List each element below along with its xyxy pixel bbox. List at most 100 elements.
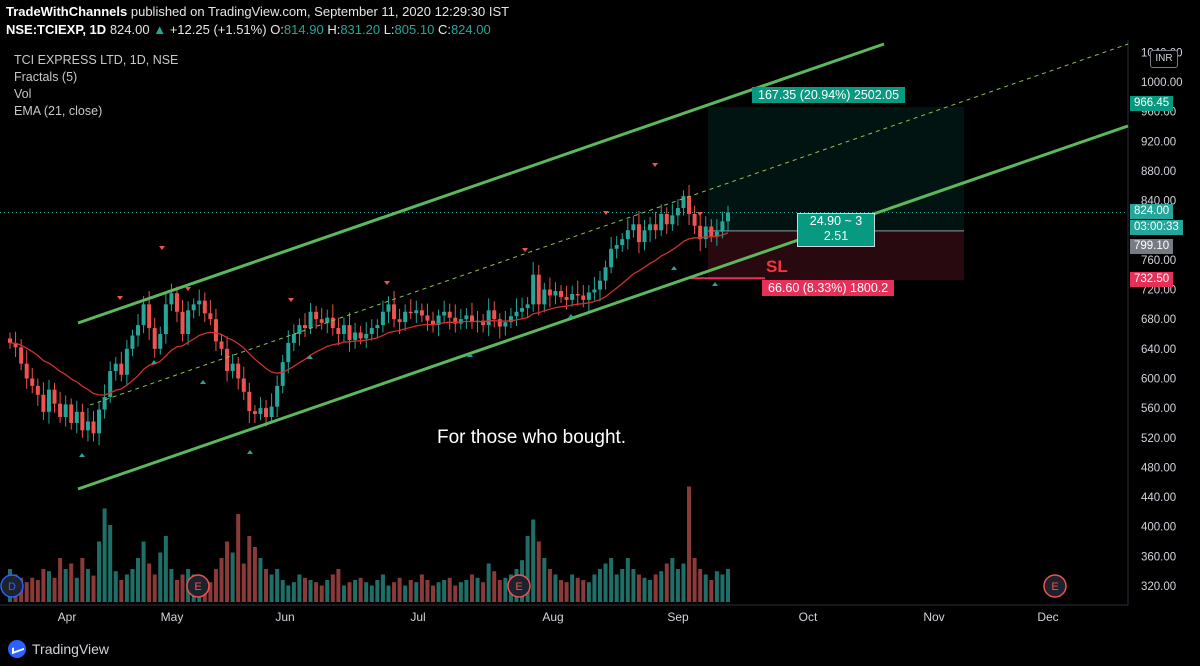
volume-bar [269, 574, 274, 602]
risk-reward-line2: 2.51 [823, 229, 849, 243]
volume-bar [714, 571, 719, 602]
legend-ema[interactable]: EMA (21, close) [14, 104, 103, 118]
publisher-name[interactable]: TradeWithChannels [6, 4, 128, 19]
candle-body [386, 304, 391, 312]
candle-body [52, 389, 57, 404]
risk-reward-box[interactable]: 24.90 ~ 3 2.51 [797, 213, 875, 247]
header: TradeWithChannels published on TradingVi… [0, 0, 1200, 40]
last-price: 824.00 [109, 22, 150, 37]
volume-bar [275, 569, 280, 602]
stop-label: 66.60 (8.33%) 1800.2 [762, 280, 895, 296]
volume-bar [230, 552, 235, 602]
candle-body [208, 313, 213, 320]
fractal-up-marker [247, 450, 253, 454]
volume-bar [119, 580, 124, 602]
candle-body [286, 342, 291, 363]
candle-body [709, 226, 714, 237]
candle-body [481, 320, 486, 326]
candle-body [597, 280, 602, 290]
volume-bar [80, 558, 85, 602]
tradingview-logo[interactable]: TradingView [8, 640, 109, 658]
event-marker-label: E [515, 581, 522, 593]
candle-body [291, 334, 296, 343]
volume-bar [547, 569, 552, 602]
fractal-up-marker [467, 353, 473, 357]
volume-bar [69, 563, 74, 602]
candle-body [219, 341, 224, 349]
fractal-down-marker [159, 246, 165, 250]
y-tick-label: 920.00 [1141, 136, 1176, 148]
high-label: H: [327, 22, 341, 37]
legend-title[interactable]: TCI EXPRESS LTD, 1D, NSE [14, 53, 179, 67]
candle-body [74, 411, 79, 423]
volume-bar [336, 569, 341, 602]
close-label: C: [437, 22, 451, 37]
volume-bar [314, 582, 319, 602]
volume-bar [330, 574, 335, 602]
volume-bar [46, 571, 51, 602]
candle-body [358, 332, 363, 339]
candle-body [698, 225, 703, 240]
candle-body [269, 406, 274, 418]
x-tick-label: Sep [667, 610, 689, 624]
y-tick-label: 720.00 [1141, 285, 1176, 297]
volume-bar [419, 574, 424, 602]
x-tick-label: Aug [542, 610, 563, 624]
candle-body [726, 212, 730, 222]
y-tick-label: 760.00 [1141, 255, 1176, 267]
y-tick-label: 560.00 [1141, 403, 1176, 415]
symbol-label[interactable]: NSE:TCIEXP, 1D [6, 22, 107, 37]
y-tick-label: 1000.00 [1141, 77, 1183, 89]
y-tick-label: 520.00 [1141, 433, 1176, 445]
volume-bar [687, 486, 692, 602]
ema-line [9, 232, 729, 396]
candle-body [586, 292, 591, 300]
volume-bar [52, 577, 57, 602]
volume-bar [158, 552, 163, 602]
volume-bar [469, 574, 474, 602]
candle-body [63, 404, 68, 418]
candle-body [620, 239, 625, 246]
candle-body [186, 310, 191, 334]
legend-fractals[interactable]: Fractals (5) [14, 70, 78, 84]
volume-bar [497, 580, 502, 602]
volume-bar [414, 582, 419, 602]
candle-body [553, 291, 558, 296]
fractal-down-marker [185, 287, 191, 291]
volume-bar [358, 577, 363, 602]
volume-bar [369, 585, 374, 602]
volume-bar [286, 585, 291, 602]
y-tick-label: 360.00 [1141, 551, 1176, 563]
legend-volume[interactable]: Vol [14, 87, 32, 101]
fractal-up-marker [671, 266, 677, 270]
volume-bar [236, 514, 241, 602]
fractal-down-marker [288, 298, 294, 302]
volume-bar [570, 574, 575, 602]
note-text: For those who bought. [437, 427, 627, 448]
volume-bar [614, 574, 619, 602]
volume-bar [653, 574, 658, 602]
volume-bar [208, 582, 213, 602]
volume-bar [169, 569, 174, 602]
stop-loss-label: SL [766, 257, 788, 276]
low-label: L: [383, 22, 395, 37]
stop-price-tag: 732.50 [1130, 272, 1174, 287]
candle-body [464, 315, 469, 320]
candle-body [58, 403, 63, 418]
y-tick-label: 320.00 [1141, 581, 1176, 593]
candle-body [703, 226, 708, 240]
candle-body [325, 317, 330, 323]
currency-badge[interactable]: INR [1150, 50, 1178, 68]
price-chart[interactable]: 1040.001000.00960.00920.00880.00840.0080… [0, 0, 1200, 632]
candle-body [581, 295, 586, 300]
volume-bar [113, 571, 118, 602]
countdown-tag: 03:00:33 [1130, 220, 1183, 235]
candle-body [364, 334, 369, 339]
volume-bar [302, 577, 307, 602]
fractal-up-marker [712, 282, 718, 286]
candle-body [130, 335, 135, 349]
fractal-up-marker [568, 314, 574, 318]
volume-bar [620, 569, 625, 602]
x-tick-label: Nov [923, 610, 944, 624]
volume-bar [124, 574, 129, 602]
